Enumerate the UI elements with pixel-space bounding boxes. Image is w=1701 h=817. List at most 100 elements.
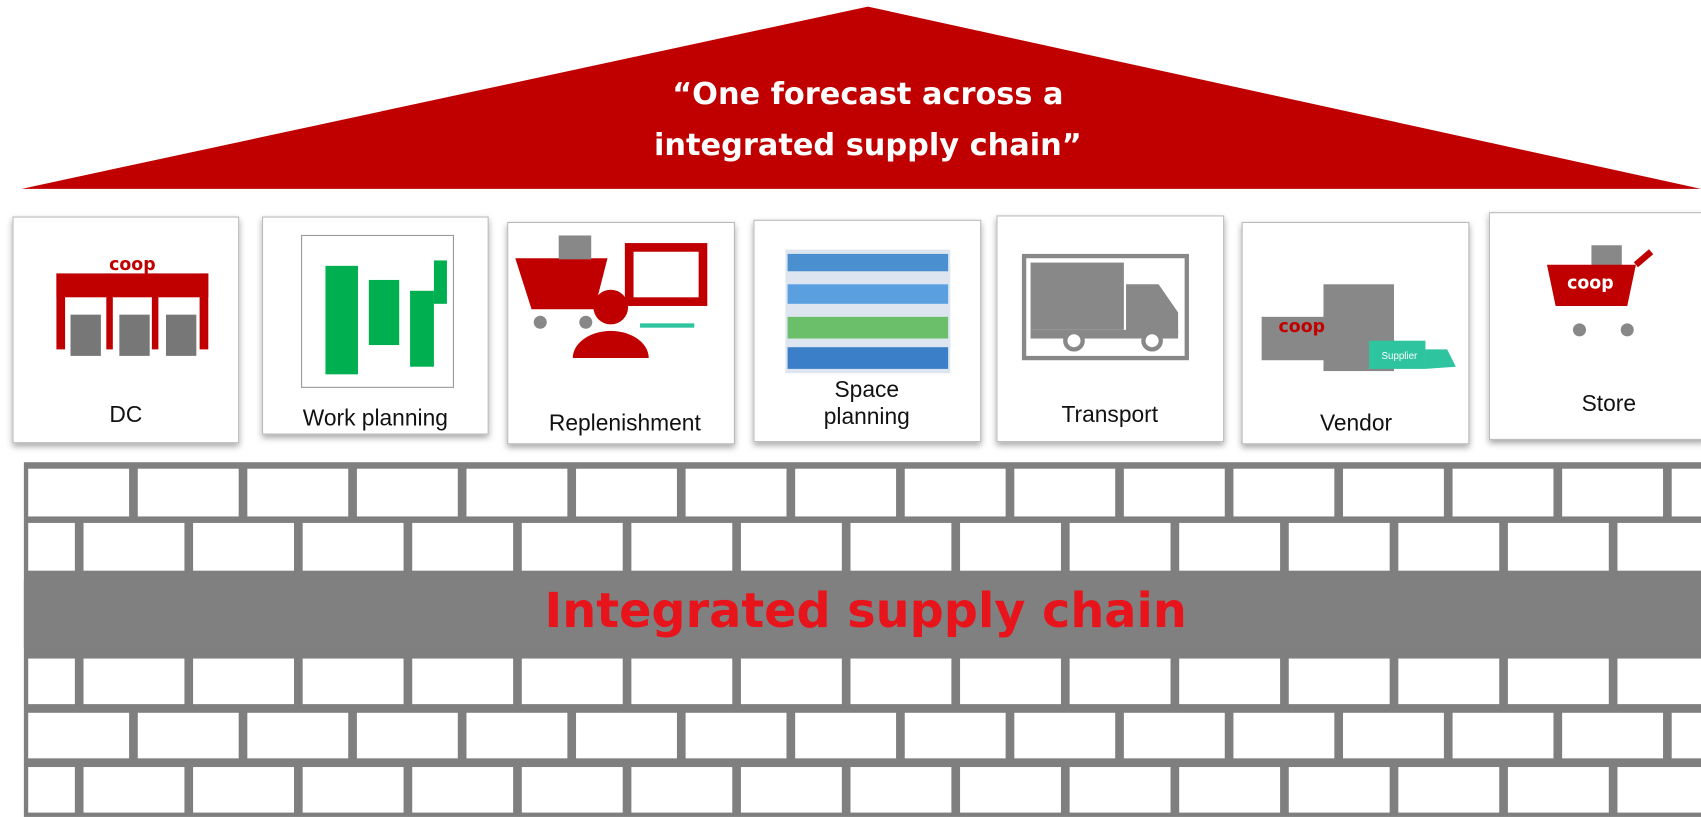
brick [1014, 713, 1115, 759]
pillar-label: Vendor [1320, 410, 1393, 436]
brick [1179, 767, 1280, 813]
brick [576, 469, 677, 517]
page: {"roof":{"lines":["“One forecast across … [0, 0, 1701, 817]
brick [1617, 659, 1701, 705]
brick [631, 659, 732, 705]
pillar: Work planning [263, 217, 489, 434]
brick [1289, 659, 1390, 705]
brick [193, 767, 294, 813]
brick [1398, 767, 1499, 813]
pillar-label: Store [1582, 390, 1636, 416]
pillar-label: planning [824, 403, 910, 429]
brick [905, 713, 1006, 759]
pillar-label: Transport [1061, 401, 1158, 427]
brick [357, 713, 458, 759]
brick [28, 659, 75, 705]
brick [1672, 713, 1701, 759]
pillar: Space planning [754, 220, 981, 441]
brick [1124, 713, 1225, 759]
brick [1398, 523, 1499, 571]
brick [1289, 767, 1390, 813]
pillar: Transport [997, 216, 1224, 442]
brick [303, 523, 404, 571]
brick [303, 659, 404, 705]
brick [193, 523, 294, 571]
pillar: coop Store [1489, 213, 1701, 440]
brick [960, 767, 1061, 813]
brick [138, 713, 239, 759]
brick [412, 767, 513, 813]
brick [522, 659, 623, 705]
brick [1124, 469, 1225, 517]
brick [1398, 659, 1499, 705]
brick [686, 713, 787, 759]
brick [960, 523, 1061, 571]
brick [1233, 469, 1334, 517]
logo: coop [109, 255, 156, 275]
brick [686, 469, 787, 517]
brick [357, 469, 458, 517]
roof-line: “One forecast across a [672, 77, 1063, 112]
badge: Supplier [1382, 351, 1419, 362]
brick [960, 659, 1061, 705]
diagram: “One forecast across a integrated supply… [0, 0, 1701, 817]
brick [1343, 713, 1444, 759]
pillar: Replenishment [508, 222, 735, 443]
brick [851, 767, 952, 813]
brick [741, 523, 842, 571]
brick [193, 659, 294, 705]
brick [1617, 767, 1701, 813]
brick [84, 523, 185, 571]
brick [412, 659, 513, 705]
logo: coop [1279, 317, 1326, 337]
brick [84, 767, 185, 813]
brick [631, 523, 732, 571]
brick [28, 469, 129, 517]
pillar: coop DC [13, 217, 239, 443]
brick [1617, 523, 1701, 571]
brick [412, 523, 513, 571]
brick [851, 523, 952, 571]
pillar-label: Space [834, 376, 899, 402]
brick [1343, 469, 1444, 517]
brick [28, 767, 75, 813]
brick [247, 469, 348, 517]
brick [1562, 469, 1663, 517]
brick [1562, 713, 1663, 759]
brick [28, 523, 75, 571]
pillar-label: Work planning [303, 404, 448, 430]
brick [1453, 469, 1554, 517]
brick [1179, 523, 1280, 571]
brick [1508, 523, 1609, 571]
pillar: coop Supplier Vendor [1242, 222, 1469, 443]
banner-title: Integrated supply chain [545, 584, 1187, 639]
brick [303, 767, 404, 813]
roof-line: integrated supply chain” [654, 128, 1082, 163]
brick [84, 659, 185, 705]
brick [851, 659, 952, 705]
brick [1014, 469, 1115, 517]
brick [1070, 523, 1171, 571]
brick [1233, 713, 1334, 759]
brick [1672, 469, 1701, 517]
brick [741, 767, 842, 813]
brick [138, 469, 239, 517]
brick [1508, 659, 1609, 705]
brick [522, 523, 623, 571]
brick [795, 713, 896, 759]
logo: coop [1567, 274, 1614, 294]
brick [631, 767, 732, 813]
pillar-label: Replenishment [549, 410, 702, 436]
brick [1289, 523, 1390, 571]
brick [1070, 767, 1171, 813]
brick [28, 713, 129, 759]
brick [1179, 659, 1280, 705]
brick [466, 713, 567, 759]
brick [795, 469, 896, 517]
brick [522, 767, 623, 813]
brick [1453, 713, 1554, 759]
brick [1070, 659, 1171, 705]
pillar-label: DC [109, 401, 142, 427]
brick [466, 469, 567, 517]
brick [247, 713, 348, 759]
